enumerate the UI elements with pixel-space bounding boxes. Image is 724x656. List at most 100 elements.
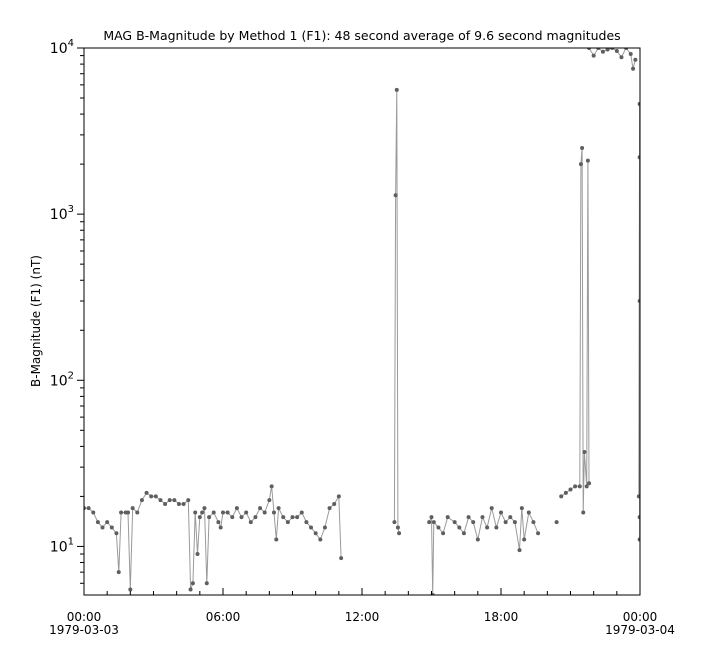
data-point	[429, 515, 434, 520]
data-point	[452, 520, 457, 525]
data-point	[221, 510, 225, 515]
data-point	[95, 520, 100, 525]
plot-frame	[83, 47, 641, 596]
data-point	[207, 515, 212, 520]
data-point	[188, 587, 193, 592]
chart-title: MAG B-Magnitude by Method 1 (F1): 48 sec…	[103, 28, 620, 43]
data-point	[269, 484, 274, 489]
data-point	[573, 484, 578, 489]
data-point	[587, 481, 592, 486]
data-point	[200, 510, 205, 515]
x-tick-date-label: 1979-03-04	[605, 623, 675, 637]
data-point	[499, 510, 503, 515]
data-point	[202, 506, 207, 511]
series-line-segment	[393, 89, 400, 534]
data-point	[304, 520, 309, 525]
data-point	[100, 525, 105, 530]
data-point	[276, 506, 281, 511]
data-point	[517, 548, 522, 553]
data-point	[167, 498, 172, 503]
data-point	[248, 520, 253, 525]
data-point	[91, 510, 96, 515]
data-point	[313, 531, 318, 536]
data-point	[526, 510, 531, 515]
data-point	[395, 525, 400, 530]
data-point	[636, 494, 640, 499]
data-point	[114, 531, 119, 536]
data-point	[637, 102, 640, 107]
data-point	[475, 537, 480, 542]
data-point	[135, 510, 140, 515]
data-point	[619, 55, 624, 60]
data-point	[181, 502, 186, 507]
data-point	[197, 515, 202, 520]
data-point	[578, 162, 583, 167]
data-point	[176, 502, 181, 507]
data-point	[577, 484, 582, 489]
data-point	[299, 510, 304, 515]
data-point	[258, 506, 263, 511]
series-line-segment	[560, 147, 590, 513]
data-point	[568, 487, 573, 492]
data-point	[267, 498, 272, 503]
data-point	[285, 520, 290, 525]
data-point	[244, 510, 249, 515]
data-point	[239, 515, 244, 520]
data-point	[119, 510, 124, 515]
data-point	[126, 510, 131, 515]
y-tick-label: 103	[50, 204, 74, 223]
data-point	[193, 510, 198, 515]
data-point	[86, 506, 91, 511]
data-point	[339, 556, 344, 561]
data-point	[436, 525, 441, 530]
data-point	[503, 520, 508, 525]
data-point	[431, 520, 436, 525]
data-point	[480, 515, 485, 520]
data-point	[144, 490, 149, 495]
data-point	[109, 525, 114, 530]
data-point	[271, 510, 276, 515]
data-point	[441, 531, 446, 536]
data-point	[580, 146, 585, 151]
data-point	[322, 525, 327, 530]
data-point	[637, 537, 640, 542]
data-point	[471, 520, 476, 525]
data-point	[628, 52, 633, 57]
data-point	[512, 520, 517, 525]
data-point	[218, 525, 223, 530]
data-point	[204, 581, 209, 586]
data-point	[394, 87, 399, 92]
data-point	[225, 510, 230, 515]
y-axis-label: B-Magnitude (F1) (nT)	[29, 255, 43, 387]
data-point	[563, 490, 568, 495]
data-point	[172, 498, 177, 503]
data-point	[494, 525, 499, 530]
data-point	[105, 520, 110, 525]
data-point	[274, 537, 279, 542]
x-tick-label: 06:00	[206, 610, 241, 624]
data-marks	[84, 48, 640, 595]
data-point	[485, 525, 490, 530]
series-line-segment	[428, 507, 539, 595]
series-line-segment	[588, 48, 636, 69]
data-point	[445, 515, 450, 520]
data-point	[153, 494, 158, 499]
data-point	[116, 570, 121, 575]
data-point	[600, 49, 605, 54]
data-point	[489, 506, 494, 511]
data-point	[190, 581, 195, 586]
data-point	[332, 502, 337, 507]
data-point	[281, 515, 286, 520]
x-tick-label: 18:00	[484, 610, 519, 624]
data-point	[581, 510, 586, 515]
data-point	[230, 515, 235, 520]
data-point	[163, 502, 168, 507]
data-point	[584, 484, 589, 489]
data-point	[531, 520, 536, 525]
data-point	[637, 515, 640, 520]
x-tick-date-label: 1979-03-03	[49, 623, 119, 637]
data-point	[149, 494, 154, 499]
y-tick-label: 101	[50, 536, 74, 555]
